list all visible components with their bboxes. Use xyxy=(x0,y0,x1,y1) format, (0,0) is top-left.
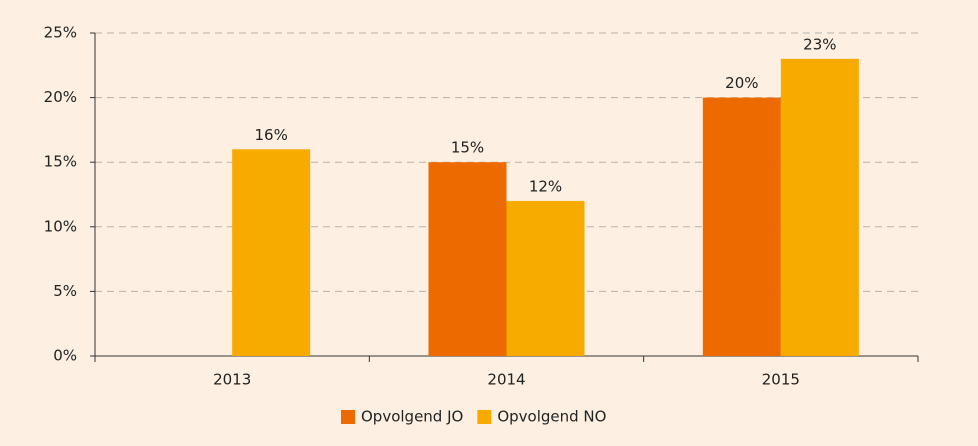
y-tick-label: 0% xyxy=(53,347,77,365)
y-tick-label: 25% xyxy=(44,24,77,42)
data-label: 15% xyxy=(451,139,484,157)
x-tick-label: 2014 xyxy=(487,371,525,389)
data-label: 20% xyxy=(725,74,758,92)
legend-swatch xyxy=(341,410,355,424)
data-label: 23% xyxy=(803,35,836,53)
y-tick-label: 20% xyxy=(44,88,77,106)
data-label: 12% xyxy=(529,177,562,195)
legend-label: Opvolgend NO xyxy=(497,408,606,426)
y-tick-label: 5% xyxy=(53,282,77,300)
bar xyxy=(506,200,585,356)
bar xyxy=(232,149,311,356)
data-label: 16% xyxy=(254,126,287,144)
legend-label: Opvolgend JO xyxy=(361,408,463,426)
bar xyxy=(702,97,781,356)
y-tick-label: 10% xyxy=(44,217,77,235)
y-tick-label: 15% xyxy=(44,153,77,171)
legend-swatch xyxy=(477,410,492,424)
x-tick-label: 2013 xyxy=(213,371,251,389)
bar xyxy=(428,162,507,356)
bar xyxy=(780,58,859,357)
x-tick-label: 2015 xyxy=(762,371,800,389)
